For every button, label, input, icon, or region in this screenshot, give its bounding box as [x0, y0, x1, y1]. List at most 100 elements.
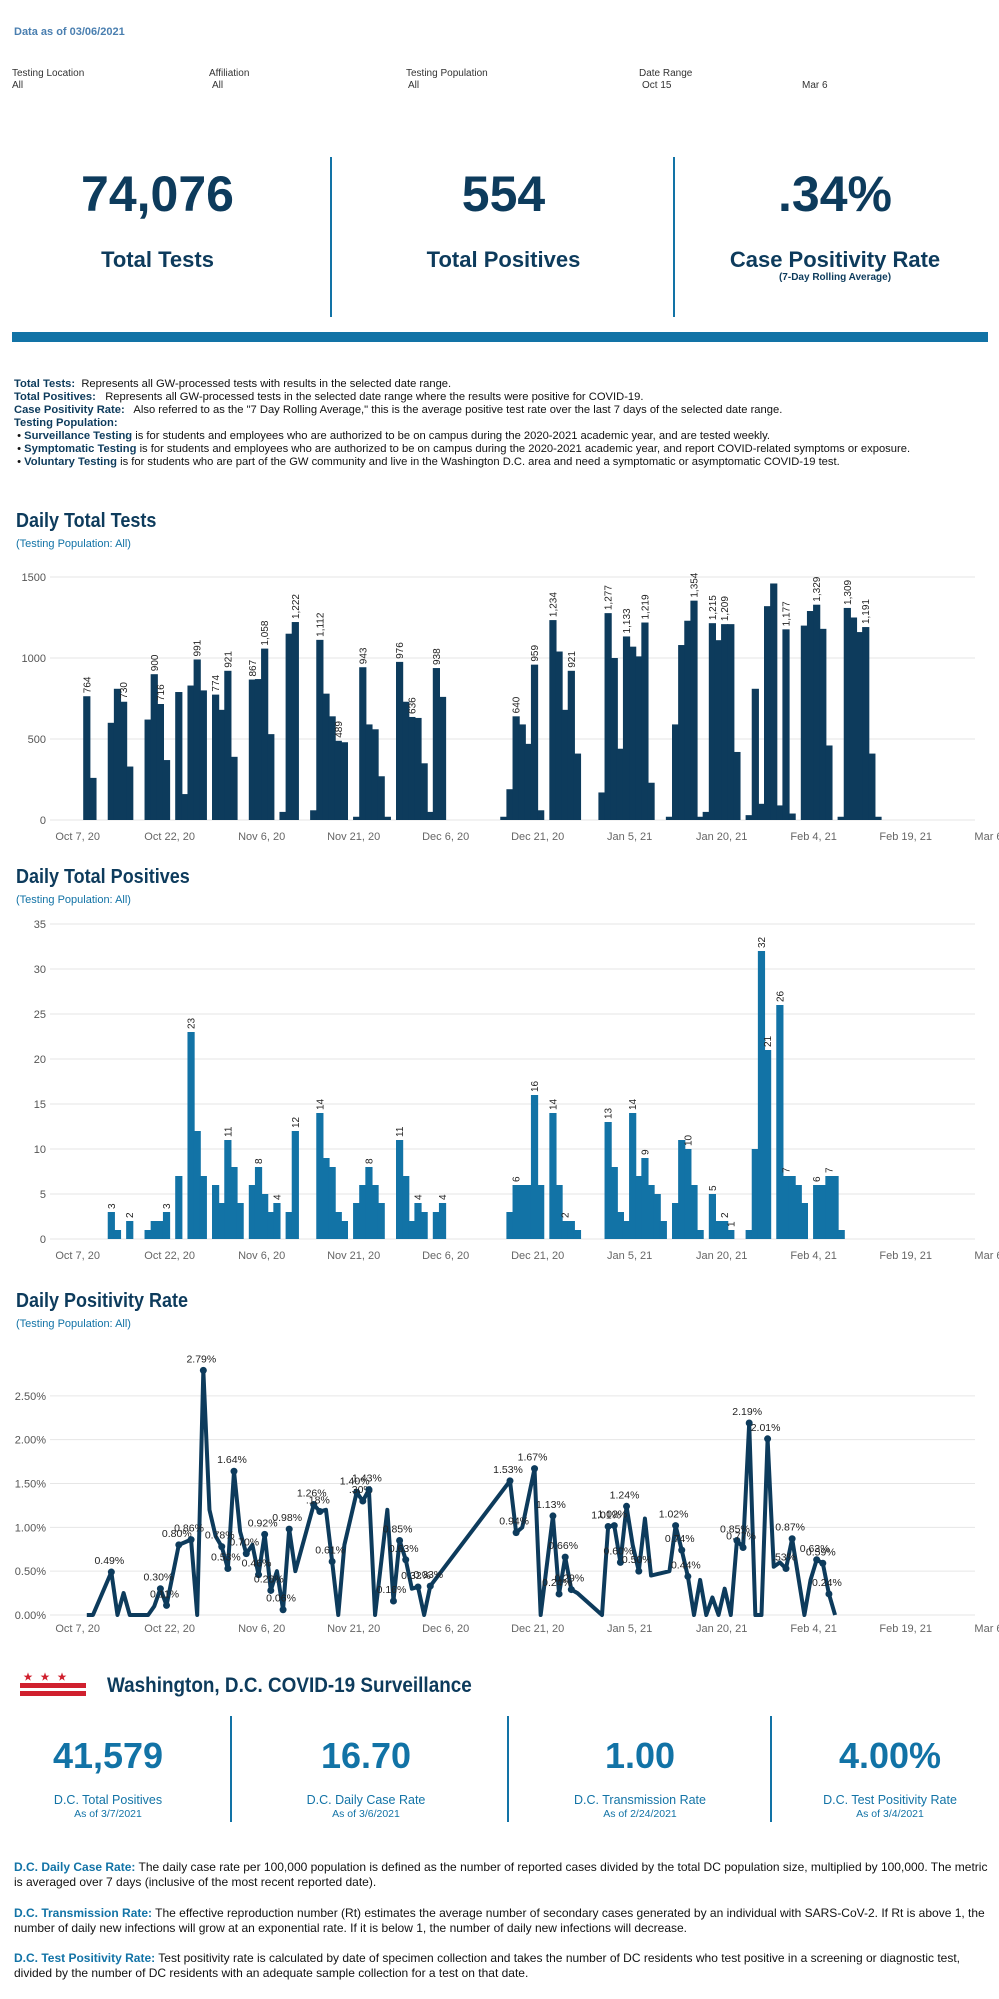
data-point	[819, 1559, 827, 1567]
filter-label: Date Range	[639, 68, 693, 79]
data-label: 774	[211, 674, 222, 691]
bar	[813, 1185, 821, 1239]
y-tick-label: 5	[40, 1189, 46, 1201]
bar	[745, 1230, 753, 1239]
data-label: 943	[358, 647, 369, 664]
bar	[788, 813, 796, 820]
positives-chart-title: Daily Total Positives	[16, 866, 190, 888]
bar	[248, 1185, 256, 1239]
data-point	[267, 1586, 275, 1594]
x-tick-label: Jan 5, 21	[607, 831, 652, 843]
positivity-line-chart: 0.00% 0.50% 1.00% 1.50% 2.00% 2.50% Oct 7, 20 O…	[15, 1353, 999, 1635]
data-label: 0.63%	[800, 1543, 830, 1555]
data-label: 7	[782, 1167, 793, 1173]
def-positivity: Case Positivity Rate: Also referred to a…	[14, 404, 989, 417]
data-point	[733, 1536, 741, 1544]
date-range-end[interactable]: Mar 6	[802, 80, 828, 91]
bar	[708, 623, 716, 820]
bar	[684, 620, 692, 820]
data-label: 2.01%	[751, 1422, 781, 1434]
x-tick-label: Feb 4, 21	[790, 1250, 836, 1262]
data-label: 26	[775, 990, 786, 1002]
positivity-chart-title: Daily Positivity Rate	[16, 1290, 189, 1312]
dc-note-test-positivity: D.C. Test Positivity Rate: Test positivi…	[14, 1951, 989, 1981]
filter-value[interactable]: All	[408, 80, 420, 91]
data-point	[512, 1529, 520, 1537]
data-label: 11	[395, 1126, 406, 1137]
dc-total-positives-label: D.C. Total Positives	[53, 1793, 163, 1807]
y-tick-label: 0	[40, 1234, 46, 1246]
bar	[770, 583, 778, 820]
desc: is for students and employees who are au…	[135, 430, 770, 442]
data-label: 0.74%	[665, 1533, 695, 1545]
bar	[162, 1212, 171, 1239]
term: Total Tests:	[14, 378, 76, 390]
bar	[524, 1185, 532, 1239]
data-label: 2.19%	[732, 1406, 762, 1418]
filter-date-range[interactable]: Date Range Oct 15	[639, 68, 692, 92]
bar	[328, 1167, 336, 1239]
data-label: 7	[824, 1167, 835, 1173]
dc-transmission-rate-value: 1.00	[604, 1735, 676, 1776]
filter-value[interactable]: All	[12, 80, 24, 91]
data-label: 921	[223, 651, 234, 668]
filter-testing-population[interactable]: Testing Population All	[406, 68, 488, 92]
bar	[684, 1149, 692, 1239]
bar	[322, 1158, 330, 1239]
bar	[383, 816, 391, 820]
data-label: 0.80%	[162, 1528, 192, 1540]
x-tick-label: Dec 21, 20	[511, 1250, 564, 1262]
data-label: 14	[628, 1098, 639, 1110]
bar	[273, 1203, 281, 1239]
term: D.C. Test Positivity Rate:	[14, 1951, 156, 1965]
desc: is for students and employees who are au…	[139, 443, 911, 455]
filter-testing-location[interactable]: Testing Location All	[12, 68, 84, 92]
positivity-rate-value: .34%	[778, 166, 892, 222]
positivity-chart-subtitle: (Testing Population: All)	[16, 1318, 131, 1330]
bar	[193, 659, 201, 820]
filter-value[interactable]: All	[212, 80, 224, 91]
bar	[862, 627, 870, 820]
data-point	[279, 1606, 287, 1614]
bar	[150, 1221, 158, 1239]
bar	[843, 607, 851, 820]
data-label: 1,234	[548, 592, 559, 617]
bar	[653, 1194, 661, 1239]
x-tick-label: Jan 5, 21	[607, 1623, 652, 1635]
bar	[377, 1203, 385, 1239]
positivity-rate-sublabel: (7-Day Rolling Average)	[778, 272, 892, 283]
bar	[549, 620, 557, 820]
x-tick-label: Feb 4, 21	[790, 1623, 836, 1635]
data-label: 2	[561, 1212, 572, 1218]
data-label: 2	[125, 1212, 136, 1218]
data-point	[788, 1535, 796, 1543]
y-tick-label: 1500	[22, 572, 46, 584]
data-label: 1,277	[604, 585, 615, 610]
filter-affiliation[interactable]: Affiliation All	[209, 68, 249, 92]
term: Case Positivity Rate:	[14, 404, 125, 416]
bar	[126, 766, 134, 820]
bar	[107, 1212, 115, 1239]
bar	[279, 811, 287, 820]
bar	[665, 816, 674, 820]
x-tick-label: Mar 6, 21	[974, 1623, 999, 1635]
data-point	[531, 1465, 539, 1473]
data-point	[163, 1601, 171, 1609]
desc: is for students who are part of the GW c…	[120, 456, 840, 468]
bar	[610, 658, 618, 820]
bar	[506, 1212, 514, 1239]
bar	[353, 816, 361, 820]
date-range-start[interactable]: Oct 15	[642, 80, 672, 91]
data-label: 640	[512, 696, 523, 713]
x-tick-label: Nov 6, 20	[238, 1623, 285, 1635]
data-label: 0.16%	[377, 1584, 407, 1596]
bar	[310, 810, 318, 820]
bar	[641, 1158, 649, 1239]
bar	[837, 816, 845, 820]
data-label: 0.61%	[315, 1545, 345, 1557]
bar	[776, 1005, 784, 1239]
data-point	[555, 1590, 563, 1598]
data-point	[623, 1502, 631, 1510]
bar	[714, 640, 723, 820]
